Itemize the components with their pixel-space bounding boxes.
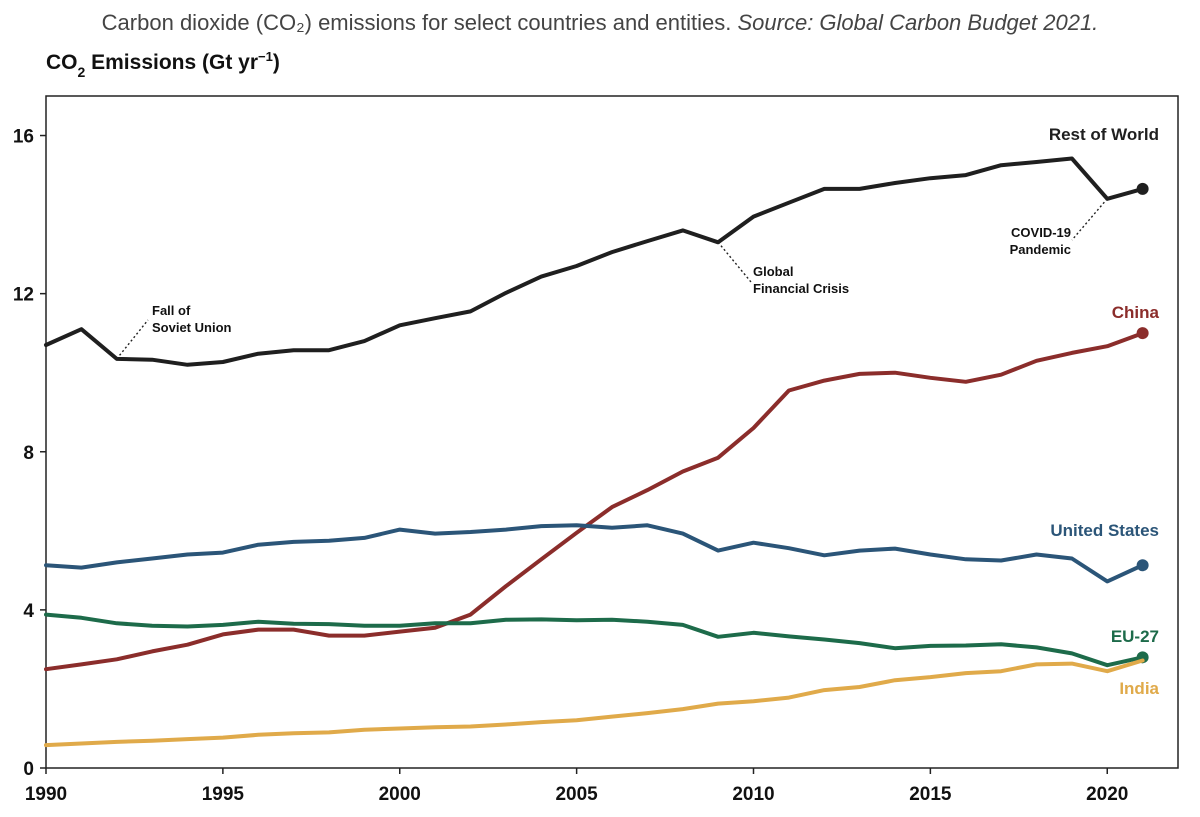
annotation-text-financial-crisis: Financial Crisis — [753, 281, 849, 296]
x-tick-label: 1995 — [202, 784, 245, 805]
end-marker-rest-of-world — [1136, 182, 1149, 195]
y-axis-title-close: ) — [273, 51, 280, 74]
annotation-text-financial-crisis: Global — [753, 264, 793, 279]
series-labels: Rest of World China United States EU-27 Indi… — [1049, 125, 1160, 698]
annotation-text-soviet: Soviet Union — [152, 320, 232, 335]
series-label-united-states: United States — [1050, 521, 1159, 540]
series-line-eu-27 — [44, 612, 1145, 668]
y-axis-title: CO2 Emissions (Gt yr−1) — [46, 49, 280, 80]
annotation-text-soviet: Fall of — [152, 303, 191, 318]
series-line-rest-of-world — [44, 156, 1145, 367]
series-line-united-states — [44, 523, 1145, 584]
y-tick-label: 16 — [13, 127, 34, 148]
end-marker-china — [1136, 327, 1149, 340]
x-tick-label: 2005 — [555, 784, 598, 805]
caption-text: Carbon dioxide (CO₂) emissions for selec… — [101, 10, 738, 35]
plot-frame — [45, 95, 1179, 769]
series-label-rest-of-world: Rest of World — [1049, 125, 1159, 144]
x-tick-label: 2015 — [909, 784, 952, 805]
series-label-eu-27: EU-27 — [1111, 627, 1159, 646]
y-tick-label: 8 — [23, 443, 34, 464]
x-tick-label: 1990 — [25, 784, 67, 805]
series-line-china — [44, 331, 1145, 672]
annotation-leader-soviet — [116, 319, 149, 360]
y-tick-label: 12 — [13, 285, 34, 306]
x-tick-label: 2010 — [732, 784, 774, 805]
annotation-text-covid: COVID-19 — [1011, 225, 1071, 240]
annotation-text-covid: Pandemic — [1010, 242, 1071, 257]
x-tick-label: 2000 — [379, 784, 421, 805]
annotation-leader-covid — [1071, 198, 1108, 241]
y-tick-label: 0 — [23, 759, 34, 780]
y-axis-title-rest: Emissions (Gt yr — [85, 51, 258, 74]
axes: 0 4 8 12 16 1990 1995 2000 2005 2010 2015 2020 — [13, 95, 1179, 805]
series-lines — [44, 156, 1149, 748]
y-axis-title-main: CO — [46, 51, 78, 74]
figure-caption: Carbon dioxide (CO₂) emissions for selec… — [0, 10, 1200, 36]
annotations: Fall of Soviet Union Global Financial Crisi… — [116, 198, 1108, 360]
y-axis-title-sup: −1 — [258, 49, 273, 64]
series-label-india: India — [1119, 679, 1159, 698]
caption-source: Source: Global Carbon Budget 2021. — [737, 10, 1099, 35]
series-line-india — [44, 658, 1145, 748]
end-marker-united-states — [1136, 559, 1149, 572]
annotation-leader-financial-crisis — [717, 241, 752, 283]
y-axis-title-sub: 2 — [78, 64, 86, 80]
x-tick-label: 2020 — [1086, 784, 1128, 805]
y-tick-label: 4 — [23, 601, 34, 622]
series-label-china: China — [1112, 303, 1160, 322]
